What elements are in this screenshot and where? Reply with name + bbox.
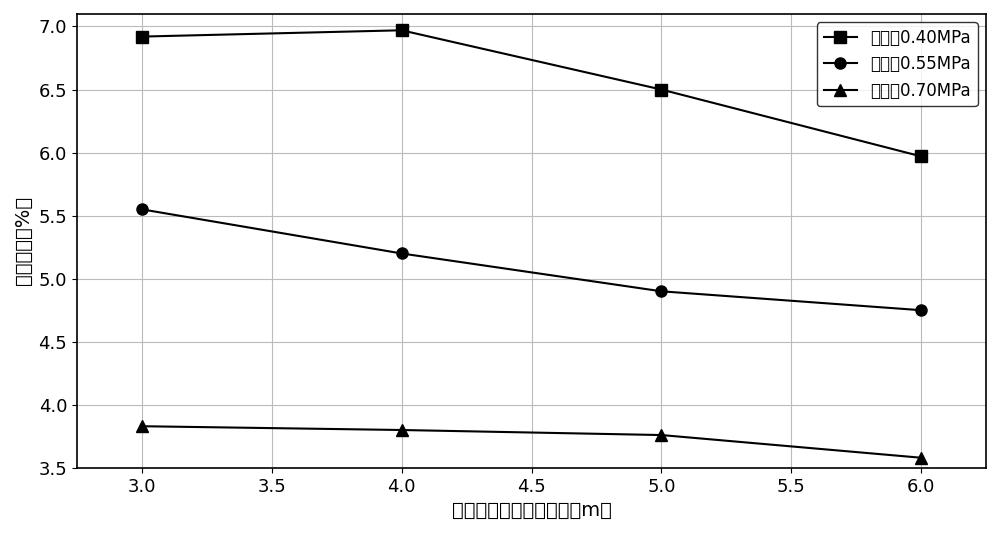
支护力0.55MPa	[915, 307, 927, 313]
支护力0.55MPa	[396, 250, 408, 257]
支护力0.70MPa	[396, 427, 408, 433]
X-axis label: 围岩深度（锚杆长度）（m）: 围岩深度（锚杆长度）（m）	[452, 501, 611, 520]
支护力0.55MPa	[655, 288, 667, 295]
支护力0.55MPa	[136, 206, 148, 213]
Y-axis label: 位移梯度（%）: 位移梯度（%）	[14, 197, 33, 286]
支护力0.70MPa	[655, 432, 667, 438]
支护力0.40MPa	[396, 27, 408, 34]
Legend: 支护力0.40MPa, 支护力0.55MPa, 支护力0.70MPa: 支护力0.40MPa, 支护力0.55MPa, 支护力0.70MPa	[817, 22, 978, 106]
支护力0.40MPa	[136, 34, 148, 40]
Line: 支护力0.70MPa: 支护力0.70MPa	[136, 421, 927, 464]
支护力0.70MPa	[915, 454, 927, 461]
支护力0.40MPa	[915, 153, 927, 160]
支护力0.70MPa	[136, 423, 148, 429]
支护力0.40MPa	[655, 87, 667, 93]
Line: 支护力0.40MPa: 支护力0.40MPa	[136, 25, 927, 162]
Line: 支护力0.55MPa: 支护力0.55MPa	[136, 204, 927, 316]
